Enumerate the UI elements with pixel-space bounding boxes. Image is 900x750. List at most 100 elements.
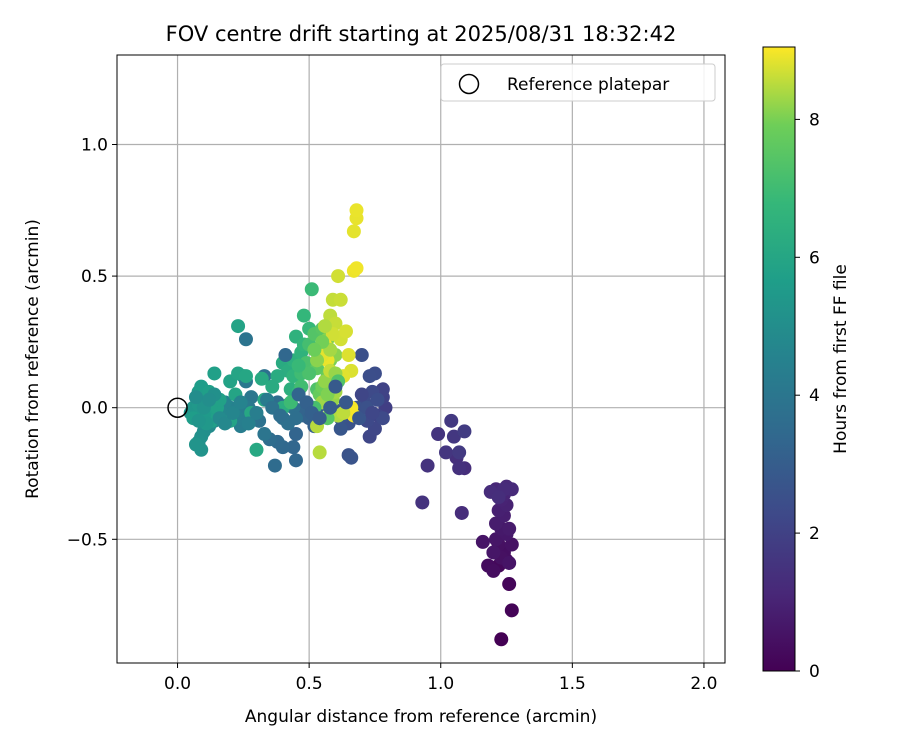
grid-lines xyxy=(117,55,725,663)
y-axis-label: Rotation from reference (arcmin) xyxy=(23,219,43,499)
data-point xyxy=(354,348,369,363)
data-point xyxy=(202,392,217,407)
data-point xyxy=(225,405,240,420)
data-point xyxy=(362,369,377,384)
data-point xyxy=(420,458,435,473)
colorbar-ticks: 0 2 4 6 8 xyxy=(795,110,820,682)
x-tick-label: 0.0 xyxy=(164,674,191,694)
data-point xyxy=(288,411,303,426)
y-axis-ticks: −0.5 0.0 0.5 1.0 xyxy=(67,135,117,550)
data-point xyxy=(352,411,367,426)
data-point xyxy=(191,413,206,428)
colorbar-label: Hours from first FF file xyxy=(831,264,851,454)
plot-frame xyxy=(116,54,726,664)
data-point xyxy=(328,316,343,331)
data-point xyxy=(338,395,353,410)
legend-label: Reference platepar xyxy=(507,75,669,95)
data-point xyxy=(328,379,343,394)
colorbar xyxy=(762,46,796,672)
data-point xyxy=(249,442,264,457)
data-point xyxy=(270,369,285,384)
data-point xyxy=(278,348,293,363)
x-axis-ticks: 0.0 0.5 1.0 1.5 2.0 xyxy=(164,663,717,694)
data-point xyxy=(241,416,256,431)
data-point xyxy=(341,348,356,363)
data-point xyxy=(486,545,501,560)
colorbar-tick-label: 4 xyxy=(809,386,820,406)
data-point xyxy=(452,445,467,460)
data-point xyxy=(244,390,259,405)
data-point xyxy=(354,387,369,402)
data-point xyxy=(254,371,269,386)
data-point xyxy=(267,458,282,473)
data-point xyxy=(365,405,380,420)
data-point xyxy=(217,416,232,431)
legend-box xyxy=(440,63,716,102)
data-point xyxy=(439,445,454,460)
data-point xyxy=(415,495,430,510)
data-point xyxy=(446,429,461,444)
y-tick-label: −0.5 xyxy=(67,530,108,550)
data-point xyxy=(238,332,253,347)
data-point xyxy=(504,537,519,552)
x-tick-label: 1.5 xyxy=(559,674,586,694)
data-point xyxy=(288,453,303,468)
colorbar-tick-label: 6 xyxy=(809,248,820,268)
data-point xyxy=(304,282,319,297)
data-point xyxy=(312,411,327,426)
data-point xyxy=(491,490,506,505)
data-point xyxy=(312,445,327,460)
data-point xyxy=(375,411,390,426)
chart-title: FOV centre drift starting at 2025/08/31 … xyxy=(166,22,677,46)
data-point xyxy=(265,379,280,394)
data-point xyxy=(349,203,364,218)
data-point xyxy=(291,358,306,373)
data-point xyxy=(431,427,446,442)
data-point xyxy=(370,392,385,407)
data-point xyxy=(489,532,504,547)
data-point xyxy=(344,450,359,465)
colorbar-tick-label: 0 xyxy=(809,662,820,682)
data-point xyxy=(486,563,501,578)
data-point xyxy=(504,603,519,618)
data-point xyxy=(502,555,517,570)
data-point xyxy=(207,366,222,381)
data-point xyxy=(502,577,517,592)
x-tick-label: 2.0 xyxy=(690,674,717,694)
colorbar-tick-label: 2 xyxy=(809,524,820,544)
data-point xyxy=(457,424,472,439)
scatter-points xyxy=(167,203,519,647)
data-point xyxy=(494,632,509,647)
data-point xyxy=(338,324,353,339)
data-point xyxy=(249,405,264,420)
data-point xyxy=(333,421,348,436)
data-point xyxy=(444,413,459,428)
x-tick-label: 1.0 xyxy=(427,674,454,694)
y-tick-label: 0.5 xyxy=(81,267,108,287)
data-point xyxy=(475,534,490,549)
data-point xyxy=(310,353,325,368)
y-tick-label: 0.0 xyxy=(81,399,108,419)
legend-marker xyxy=(458,73,480,95)
data-point xyxy=(317,374,332,389)
data-point xyxy=(288,427,303,442)
data-point xyxy=(307,342,322,357)
data-point xyxy=(299,395,314,410)
data-point xyxy=(336,405,351,420)
data-point xyxy=(233,395,248,410)
data-point xyxy=(323,400,338,415)
data-point xyxy=(331,269,346,284)
data-point xyxy=(333,292,348,307)
colorbar-tick-label: 8 xyxy=(809,110,820,130)
data-point xyxy=(188,437,203,452)
data-point xyxy=(257,427,272,442)
data-point xyxy=(296,308,311,323)
data-point xyxy=(502,521,517,536)
data-point xyxy=(375,382,390,397)
data-point xyxy=(188,390,203,405)
data-point xyxy=(349,261,364,276)
reference-point-marker xyxy=(167,397,188,418)
data-point xyxy=(231,319,246,334)
y-tick-label: 1.0 xyxy=(81,135,108,155)
data-point xyxy=(452,461,467,476)
